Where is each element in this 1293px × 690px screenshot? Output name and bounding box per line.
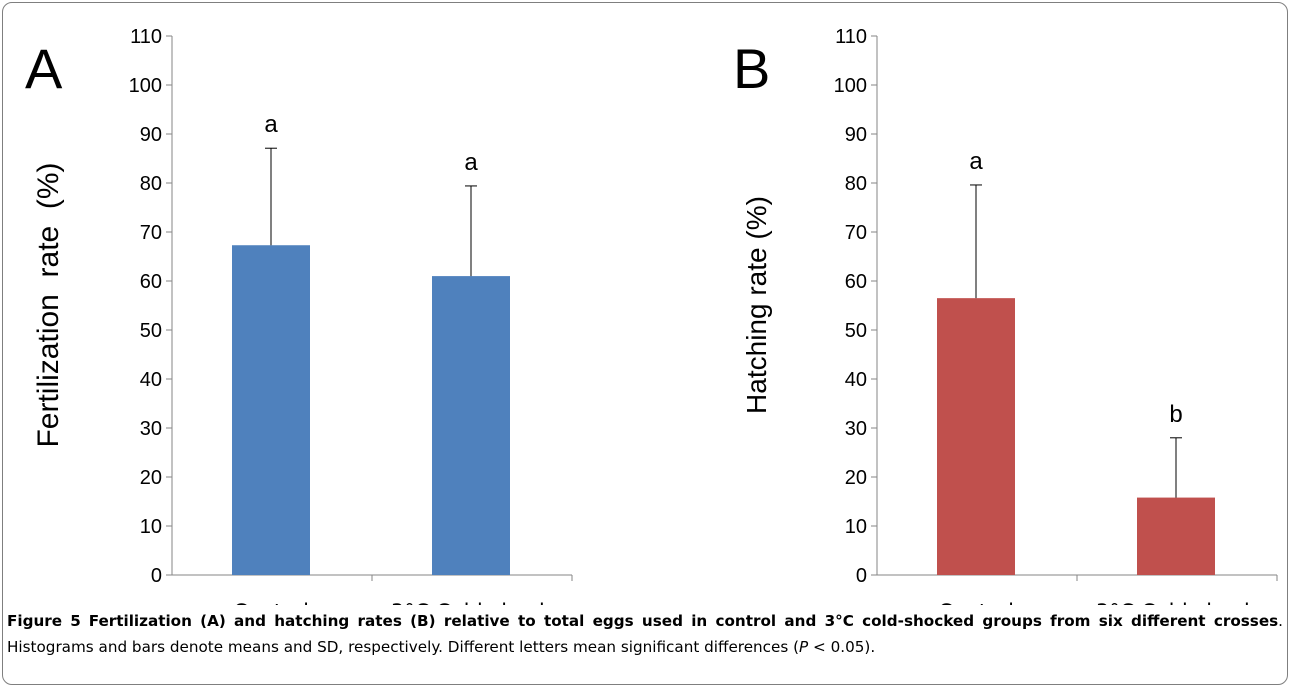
- y-tick-label: 30: [845, 418, 867, 440]
- x-category-label: 3°C Cold-shock: [1096, 600, 1257, 605]
- caption-bold-text: Fertilization (A) and hatching rates (B)…: [88, 612, 1279, 630]
- bar: [232, 245, 310, 576]
- y-axis-label: Hatching rate (%): [741, 196, 772, 414]
- caption-text-part1: . Histograms and bars denote means and S…: [7, 612, 1283, 656]
- panel-b: B 0 10 20 30 40 50 60 70 80 90 100 110 Hatching rate …: [733, 26, 1278, 605]
- y-tick-label: 50: [845, 320, 867, 342]
- x-category-label: Control: [938, 600, 1014, 605]
- panel-a: A 0 10 20 30 40 50 60 70 80 90 100 110 Fertilization …: [25, 26, 573, 605]
- y-tick-label: 20: [140, 467, 162, 489]
- y-tick-label: 70: [140, 222, 162, 244]
- y-tick-label: 90: [140, 124, 162, 146]
- y-tick-label: 110: [835, 26, 867, 48]
- bar: [937, 298, 1015, 575]
- y-tick-label: 30: [140, 418, 162, 440]
- panel-label: B: [733, 37, 770, 100]
- significance-letter: b: [1169, 401, 1182, 428]
- y-tick-label: 80: [140, 173, 162, 195]
- caption-figure-label: Figure 5: [7, 612, 81, 630]
- y-tick-label: 20: [845, 467, 867, 489]
- caption-p-symbol: P: [799, 638, 809, 656]
- y-axis-label: Fertilization rate (%): [32, 162, 65, 447]
- y-tick-label: 110: [130, 26, 162, 48]
- y-tick-label: 40: [845, 369, 867, 391]
- y-tick-label: 0: [856, 565, 867, 587]
- figure-charts: A0102030405060708090100110Fertilization …: [25, 26, 1278, 605]
- y-tick-label: 80: [845, 173, 867, 195]
- significance-letter: a: [969, 148, 983, 175]
- figure-caption: Figure 5 Fertilization (A) and hatching …: [7, 608, 1283, 660]
- bar: [432, 276, 510, 575]
- panel-label: A: [25, 37, 63, 100]
- y-tick-label: 50: [140, 320, 162, 342]
- y-tick-label: 10: [845, 516, 867, 538]
- x-category-label: Control: [233, 600, 309, 605]
- significance-letter: a: [464, 149, 478, 176]
- caption-text-part2: < 0.05).: [808, 638, 876, 656]
- y-tick-label: 100: [129, 75, 162, 97]
- y-tick-label: 40: [140, 369, 162, 391]
- y-tick-label: 10: [140, 516, 162, 538]
- y-tick-label: 100: [834, 75, 867, 97]
- y-tick-label: 60: [845, 271, 867, 293]
- x-category-label: 3°C Cold-shock: [391, 600, 552, 605]
- y-tick-label: 60: [140, 271, 162, 293]
- bar: [1137, 497, 1215, 575]
- significance-letter: a: [264, 111, 278, 138]
- y-tick-label: 90: [845, 124, 867, 146]
- y-tick-label: 0: [151, 565, 162, 587]
- y-tick-label: 70: [845, 222, 867, 244]
